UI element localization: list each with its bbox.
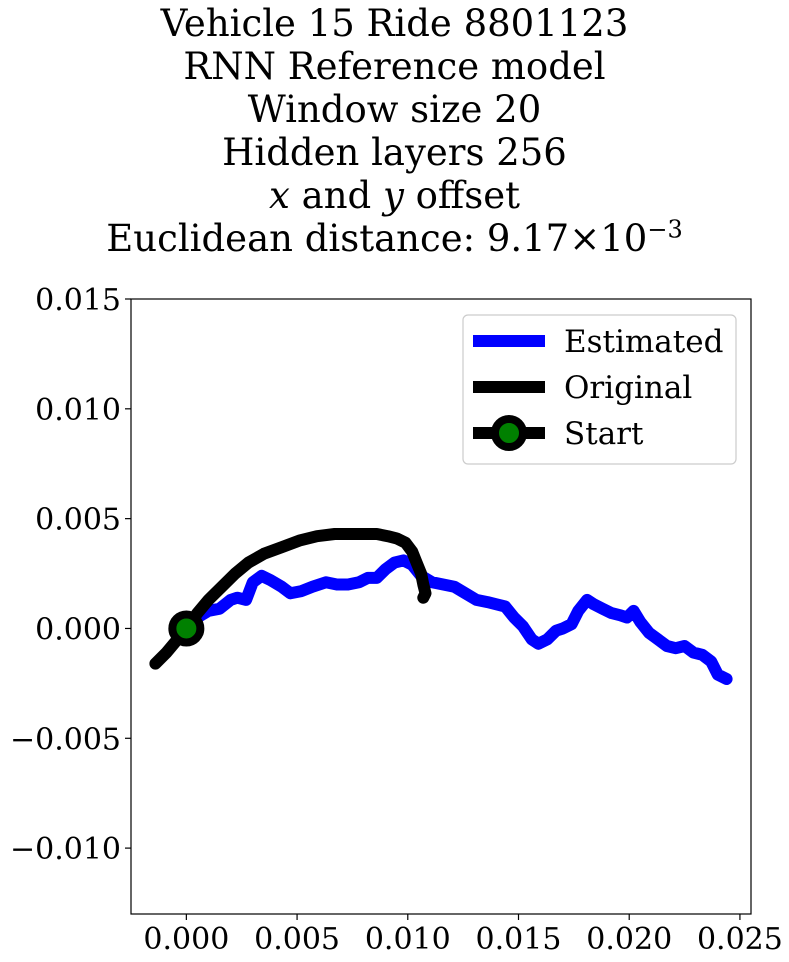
chart-title: Vehicle 15 Ride 8801123 RNN Reference mo… [0, 2, 789, 260]
x-tick-label: 0.025 [697, 922, 783, 957]
x-tick-label: 0.005 [254, 922, 340, 957]
title-distance-label: Euclidean distance: [106, 217, 476, 260]
title-distance-times: × [569, 217, 601, 260]
x-tick-label: 0.015 [476, 922, 562, 957]
estimated-line [180, 554, 733, 685]
legend-box [462, 314, 737, 465]
title-line-distance: Euclidean distance: 9.17×10−3 [0, 217, 789, 260]
y-tick-label: 0.005 [35, 503, 121, 538]
x-tick-label: 0.010 [365, 922, 451, 957]
y-tick-label: 0.000 [35, 612, 121, 647]
title-line-hidden: Hidden layers 256 [222, 131, 567, 174]
title-var-y: y [382, 174, 404, 217]
title-var-x: x [269, 174, 290, 217]
title-line-offset: x and y offset [0, 174, 789, 217]
legend-swatch-start-marker [491, 415, 527, 451]
legend: Estimated Original Start [462, 314, 737, 465]
original-line [149, 528, 432, 670]
title-line-window: Window size 20 [247, 88, 542, 131]
legend-label-estimated: Estimated [564, 324, 723, 360]
x-tick-label: 0.000 [143, 922, 229, 957]
title-conj: and [301, 174, 372, 217]
title-line-vehicle: Vehicle 15 Ride 8801123 [160, 2, 629, 45]
title-line-model: RNN Reference model [183, 45, 606, 88]
y-tick-label: −0.005 [10, 722, 121, 757]
legend-label-original: Original [564, 370, 692, 406]
y-tick-label: 0.010 [35, 393, 121, 428]
y-tick-label: −0.010 [10, 832, 121, 867]
x-tick-label: 0.020 [586, 922, 672, 957]
start-marker [168, 610, 205, 647]
y-tick-label: 0.015 [35, 283, 121, 318]
title-distance-mantissa: 9.17 [486, 217, 570, 260]
title-offset-word: offset [415, 174, 520, 217]
title-distance-base: 10 [600, 217, 648, 260]
axis-ticks: 0.000 0.005 0.010 0.015 0.020 0.025 −0.010 −0.0… [10, 283, 783, 957]
plot-frame [130, 298, 752, 915]
series-layer [149, 528, 733, 685]
legend-label-start: Start [564, 416, 644, 452]
title-distance-exponent: −3 [647, 215, 683, 244]
